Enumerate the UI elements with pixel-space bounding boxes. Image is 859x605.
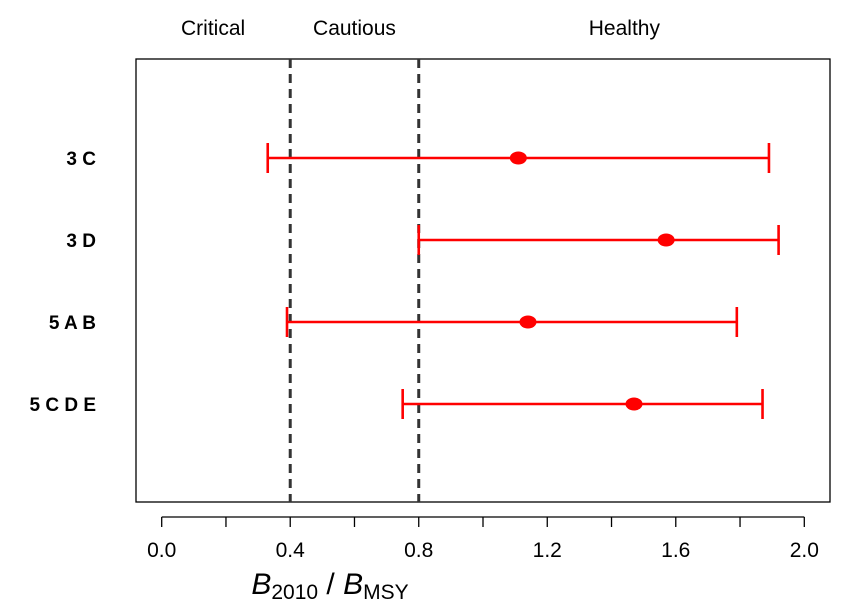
x-tick-label: 1.2: [533, 539, 562, 562]
interval-3c: [266, 143, 771, 173]
interval-3d: [417, 225, 780, 255]
estimate-point: [625, 397, 643, 411]
category-label-3d: 3 D: [66, 231, 96, 252]
x-axis-title-sub2: MSY: [363, 581, 409, 604]
interval-5ab: [285, 307, 739, 337]
x-axis-title-main2: B: [343, 568, 363, 601]
zone-label-critical: Critical: [181, 17, 245, 40]
zone-label-cautious: Cautious: [313, 17, 396, 40]
plot-frame: [135, 58, 831, 503]
reference-lines: [288, 59, 421, 502]
zone-label-healthy: Healthy: [589, 17, 661, 40]
x-axis-title-sep: /: [318, 568, 343, 601]
x-axis-title-sub1: 2010: [271, 581, 318, 604]
x-tick-label: 0.4: [276, 539, 306, 562]
interval-5cde: [401, 389, 764, 419]
zone-labels: Critical Cautious Healthy: [181, 17, 660, 40]
x-tick-label: 1.6: [661, 539, 690, 562]
intervals: [266, 143, 780, 419]
category-label-5cde: 5 C D E: [29, 395, 96, 416]
category-label-3c: 3 C: [66, 149, 96, 170]
estimate-point: [657, 233, 675, 247]
x-axis-title: B2010 / BMSY: [251, 568, 408, 604]
category-label-5ab: 5 A B: [49, 313, 96, 334]
x-tick-label: 2.0: [790, 539, 819, 562]
x-axis: 0.0 0.4 0.8 1.2 1.6 2.0: [147, 516, 819, 562]
estimate-point: [509, 151, 527, 165]
estimate-point: [519, 315, 537, 329]
x-axis-title-main: B: [251, 568, 271, 601]
x-tick-label: 0.0: [147, 539, 176, 562]
x-tick-label: 0.8: [404, 539, 433, 562]
category-labels: 3 C 3 D 5 A B 5 C D E: [29, 149, 96, 416]
